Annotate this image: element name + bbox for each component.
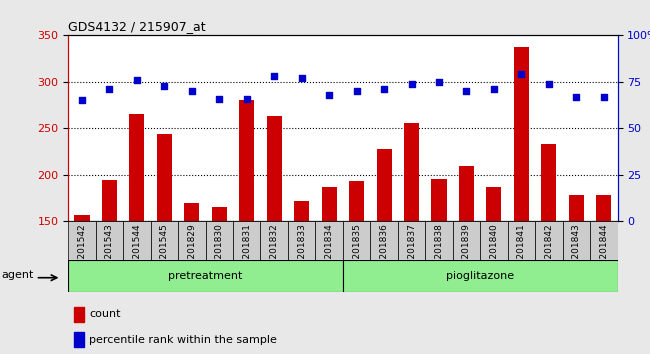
Text: pretreatment: pretreatment xyxy=(168,271,242,281)
Point xyxy=(104,86,114,92)
Point xyxy=(242,96,252,101)
Point xyxy=(462,88,472,94)
Text: GSM201836: GSM201836 xyxy=(380,223,389,278)
Point xyxy=(159,83,170,88)
Bar xyxy=(239,101,254,221)
Bar xyxy=(261,221,288,260)
Text: pioglitazone: pioglitazone xyxy=(446,271,514,281)
Point xyxy=(324,92,334,98)
Point xyxy=(543,81,554,87)
Bar xyxy=(432,179,447,221)
Text: GSM201835: GSM201835 xyxy=(352,223,361,278)
Bar xyxy=(370,221,398,260)
Bar xyxy=(486,187,501,221)
Bar xyxy=(233,221,261,260)
Bar xyxy=(151,221,178,260)
Bar xyxy=(425,221,452,260)
Text: GDS4132 / 215907_at: GDS4132 / 215907_at xyxy=(68,20,206,33)
Bar xyxy=(294,201,309,221)
Bar xyxy=(129,114,144,221)
Bar xyxy=(480,221,508,260)
Text: GSM201831: GSM201831 xyxy=(242,223,252,278)
Text: GSM201842: GSM201842 xyxy=(544,223,553,278)
Bar xyxy=(514,46,529,221)
Text: percentile rank within the sample: percentile rank within the sample xyxy=(89,335,277,345)
Bar xyxy=(322,187,337,221)
Text: GSM201839: GSM201839 xyxy=(462,223,471,278)
Text: GSM201542: GSM201542 xyxy=(77,223,86,278)
Point xyxy=(214,96,224,101)
Text: GSM201840: GSM201840 xyxy=(489,223,499,278)
Text: GSM201841: GSM201841 xyxy=(517,223,526,278)
Bar xyxy=(124,221,151,260)
Text: GSM201543: GSM201543 xyxy=(105,223,114,278)
Bar xyxy=(68,260,343,292)
Bar xyxy=(508,221,535,260)
Point xyxy=(132,77,142,83)
Point xyxy=(187,88,197,94)
Point xyxy=(77,98,87,103)
Text: GSM201834: GSM201834 xyxy=(324,223,333,278)
Bar xyxy=(96,221,124,260)
Point xyxy=(516,72,526,77)
Point xyxy=(352,88,362,94)
Bar xyxy=(73,307,84,322)
Bar xyxy=(343,221,370,260)
Bar xyxy=(376,149,391,221)
Bar xyxy=(288,221,315,260)
Text: agent: agent xyxy=(1,269,34,280)
Bar xyxy=(212,207,227,221)
Text: GSM201843: GSM201843 xyxy=(572,223,581,278)
Bar xyxy=(563,221,590,260)
Bar xyxy=(349,181,364,221)
Bar xyxy=(590,221,618,260)
Text: GSM201844: GSM201844 xyxy=(599,223,608,278)
Text: GSM201545: GSM201545 xyxy=(160,223,169,278)
Text: GSM201838: GSM201838 xyxy=(434,223,443,278)
Point xyxy=(434,79,444,85)
Bar xyxy=(343,260,618,292)
Point xyxy=(269,73,280,79)
Bar xyxy=(541,144,556,221)
Bar xyxy=(266,116,281,221)
Bar xyxy=(569,195,584,221)
Bar xyxy=(157,134,172,221)
Bar xyxy=(178,221,205,260)
Bar xyxy=(205,221,233,260)
Point xyxy=(296,75,307,81)
Bar xyxy=(535,221,563,260)
Point xyxy=(379,86,389,92)
Bar xyxy=(404,123,419,221)
Text: count: count xyxy=(89,309,121,320)
Point xyxy=(489,86,499,92)
Text: GSM201544: GSM201544 xyxy=(133,223,142,278)
Bar xyxy=(73,332,84,347)
Bar xyxy=(102,181,117,221)
Text: GSM201832: GSM201832 xyxy=(270,223,279,278)
Point xyxy=(599,94,609,99)
Point xyxy=(571,94,582,99)
Bar xyxy=(596,195,611,221)
Bar xyxy=(185,202,200,221)
Text: GSM201833: GSM201833 xyxy=(297,223,306,278)
Bar xyxy=(75,215,90,221)
Bar xyxy=(459,166,474,221)
Point xyxy=(406,81,417,87)
Text: GSM201829: GSM201829 xyxy=(187,223,196,278)
Text: GSM201837: GSM201837 xyxy=(407,223,416,278)
Bar xyxy=(398,221,425,260)
Bar xyxy=(452,221,480,260)
Bar xyxy=(315,221,343,260)
Text: GSM201830: GSM201830 xyxy=(214,223,224,278)
Bar xyxy=(68,221,96,260)
